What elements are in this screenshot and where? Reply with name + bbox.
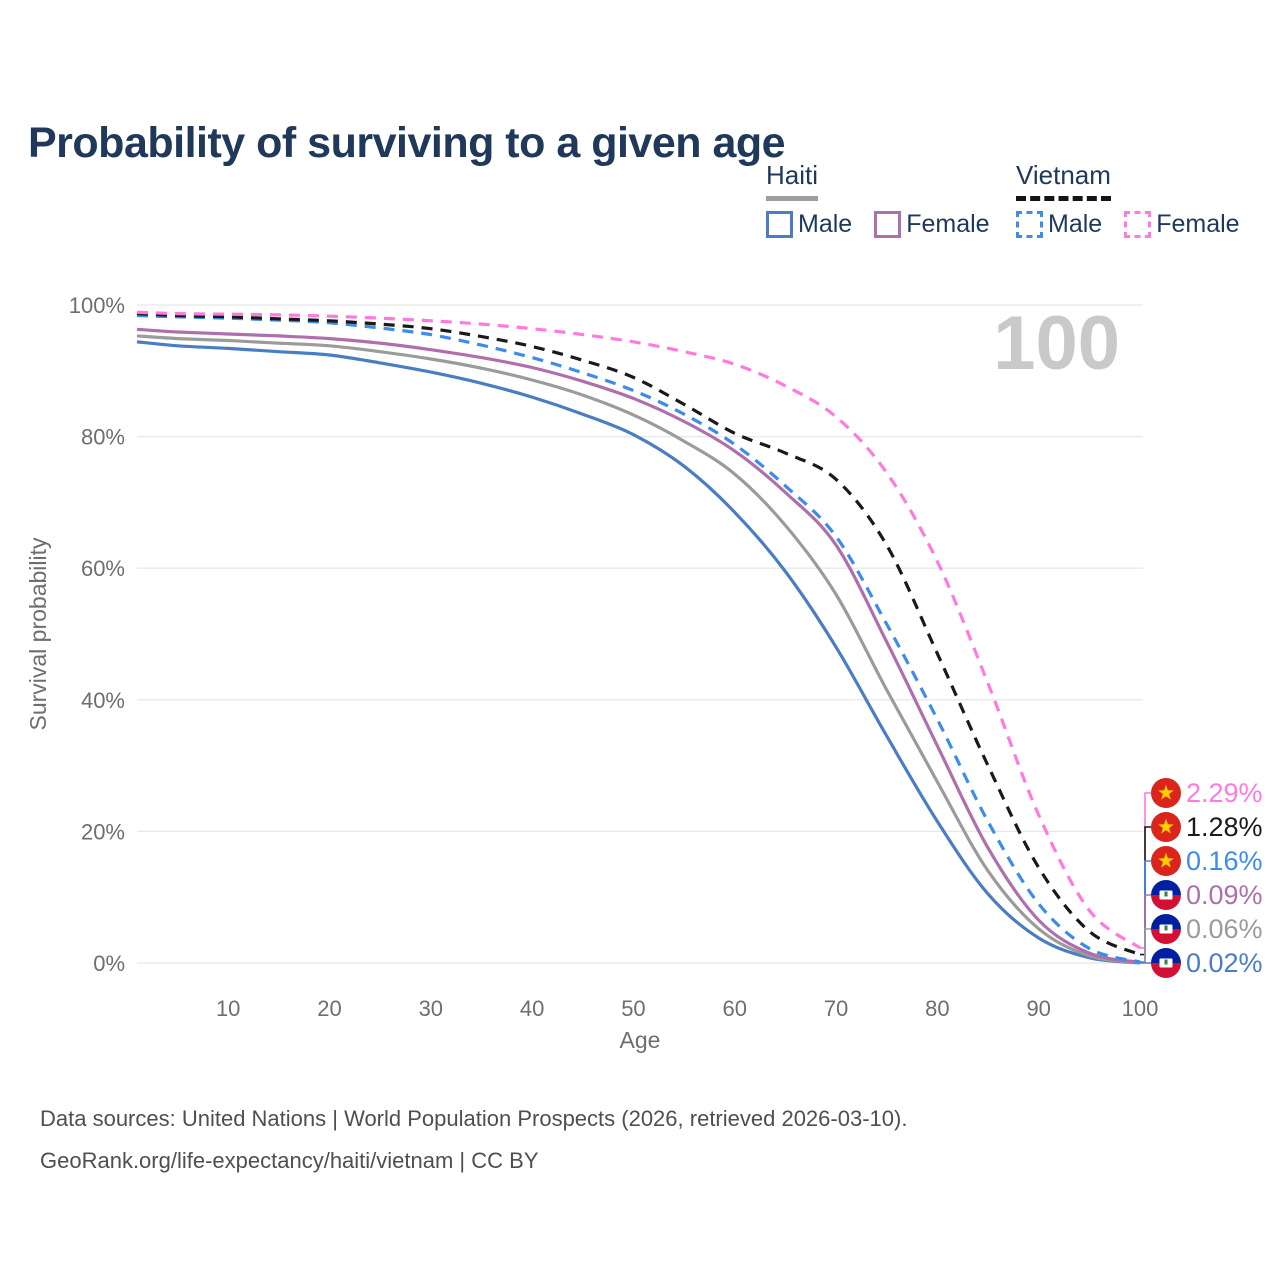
end-value-vietnam_female: 2.29% (1186, 778, 1263, 808)
end-value-vietnam_male: 0.16% (1186, 846, 1263, 876)
x-tick-label: 20 (317, 996, 341, 1021)
series-line-vietnam_both (136, 311, 1141, 957)
y-tick-label: 80% (81, 425, 125, 450)
gridlines: 0% 20% 40% 60% 80% 100% 10 20 30 40 50 60 70 80 90 100 (69, 293, 1159, 1021)
end-label-haiti_both: 0.06% (1140, 914, 1263, 964)
x-tick-label: 80 (925, 996, 949, 1021)
legend-vietnam-male-label: Male (1048, 210, 1103, 238)
end-value-vietnam_both: 1.28% (1186, 812, 1263, 842)
haiti-female-swatch-icon (874, 211, 902, 238)
x-tick-label: 100 (1122, 996, 1159, 1021)
legend-group-haiti: Haiti Male Female (766, 160, 990, 239)
legend-group-vietnam: Vietnam Male Female (1016, 160, 1240, 239)
end-label-vietnam_male: 0.16% (1140, 846, 1263, 963)
legend-item-haiti-female[interactable]: Female (874, 210, 990, 239)
series-line-vietnam_male (136, 313, 1141, 964)
vietnam-male-swatch-icon (1016, 211, 1043, 238)
page-title: Probability of surviving to a given age (28, 118, 786, 167)
series-line-vietnam_female (136, 310, 1141, 950)
end-value-haiti_both: 0.06% (1186, 914, 1263, 944)
legend-haiti-title: Haiti (766, 160, 819, 201)
haiti-male-swatch-icon (766, 211, 793, 238)
legend-item-haiti-male[interactable]: Male (766, 210, 852, 239)
end-label-vietnam_both: 1.28% (1140, 812, 1263, 956)
x-tick-label: 40 (520, 996, 544, 1021)
x-tick-label: 10 (216, 996, 240, 1021)
y-tick-label: 60% (81, 556, 125, 581)
x-tick-label: 70 (824, 996, 848, 1021)
series-line-haiti_male (136, 340, 1141, 965)
y-axis-title: Survival probability (25, 537, 51, 731)
series-line-haiti_both (136, 334, 1141, 965)
end-label-vietnam_female: 2.29% (1140, 778, 1263, 949)
x-tick-label: 30 (419, 996, 443, 1021)
y-tick-label: 40% (81, 688, 125, 713)
data-sources-text: Data sources: United Nations | World Pop… (40, 1106, 908, 1131)
vietnam-female-swatch-icon (1124, 211, 1152, 238)
x-tick-label: 90 (1026, 996, 1050, 1021)
legend-vietnam-female-label: Female (1156, 210, 1240, 238)
series-line-haiti_female (136, 327, 1141, 964)
y-tick-label: 100% (69, 293, 125, 318)
y-tick-label: 20% (81, 819, 125, 844)
end-value-haiti_female: 0.09% (1186, 880, 1263, 910)
y-tick-label: 0% (93, 951, 125, 976)
legend-haiti-male-label: Male (798, 210, 853, 238)
legend-item-vietnam-male[interactable]: Male (1016, 210, 1102, 239)
legend-vietnam-title: Vietnam (1016, 160, 1111, 201)
legend: Haiti Male Female Vietnam Male Female (0, 160, 1280, 250)
x-tick-label: 50 (621, 996, 645, 1021)
hover-age-value: 100 (993, 301, 1120, 386)
attribution-text: GeoRank.org/life-expectancy/haiti/vietna… (40, 1148, 539, 1173)
end-label-haiti_male: 0.02% (1140, 948, 1263, 978)
x-axis-title: Age (620, 1027, 661, 1053)
legend-haiti-female-label: Female (906, 210, 990, 238)
x-tick-label: 60 (723, 996, 747, 1021)
series-lines (136, 310, 1141, 965)
end-value-haiti_male: 0.02% (1186, 948, 1263, 978)
legend-item-vietnam-female[interactable]: Female (1124, 210, 1240, 239)
